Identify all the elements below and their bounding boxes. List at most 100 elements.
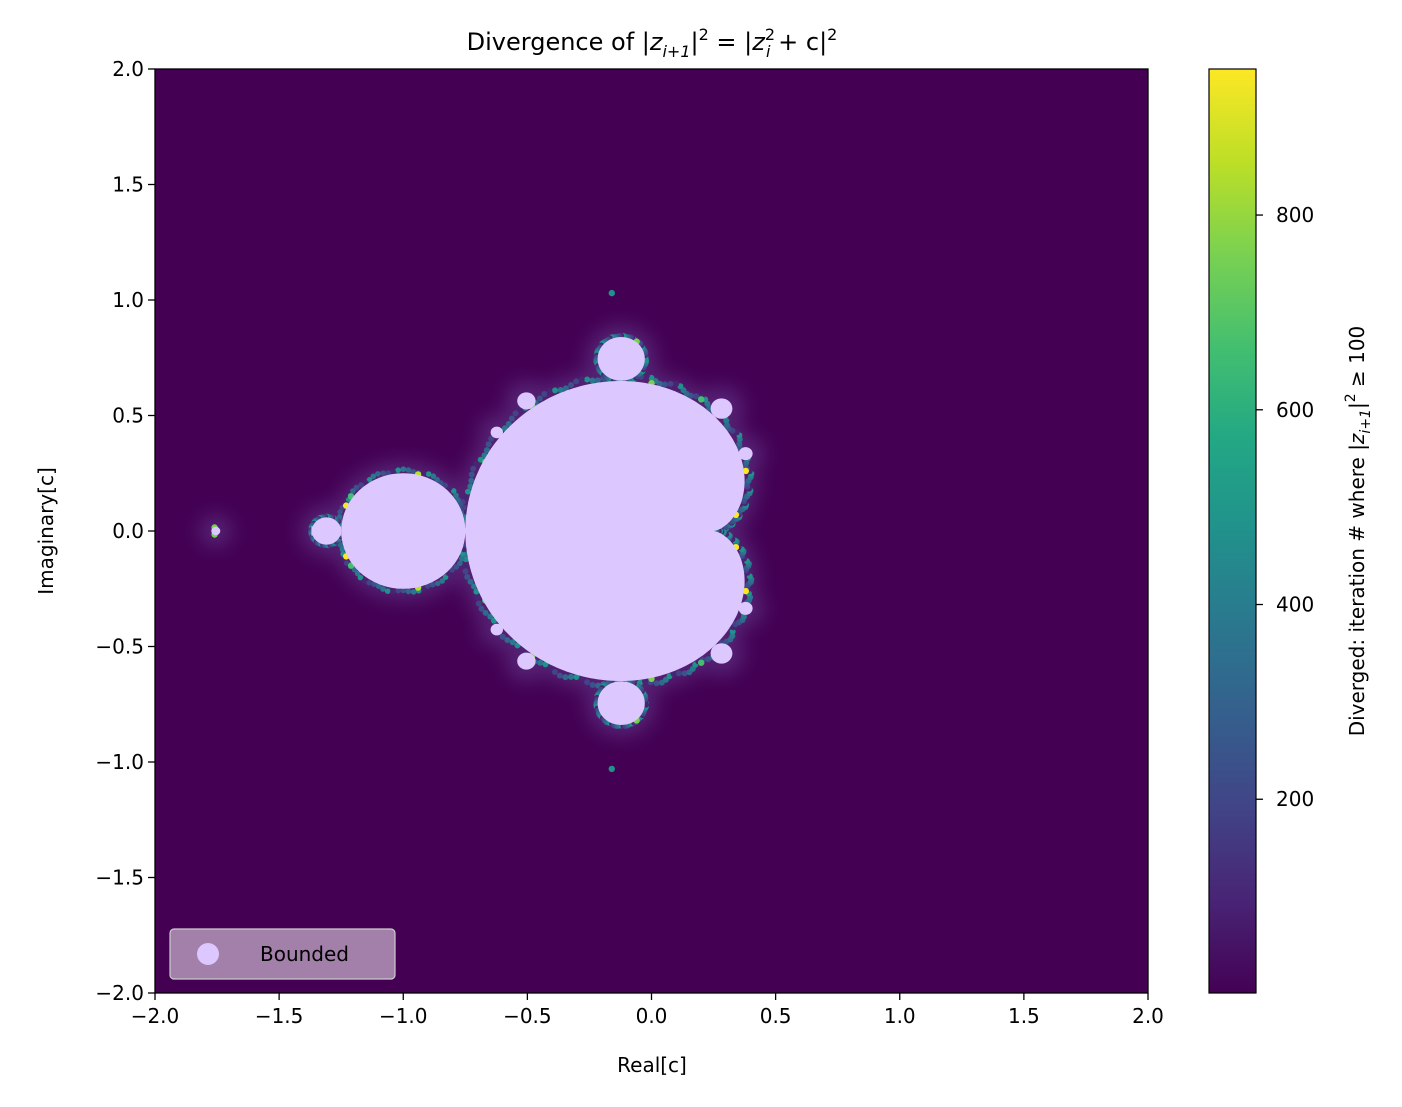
diverged-point — [471, 583, 477, 590]
diverged-point — [546, 388, 553, 395]
colorbar-ticks: 200 400 600 800 — [1256, 203, 1314, 811]
x-tick-label: 1.5 — [1008, 1004, 1040, 1028]
colorbar-label: Diverged: iteration # where |zi+1|2 ≥ 10… — [1343, 326, 1374, 737]
diverged-point — [405, 588, 412, 595]
diverged-point — [473, 460, 480, 467]
diverged-point — [385, 470, 392, 476]
diverged-point — [453, 564, 460, 570]
diverged-point — [562, 385, 569, 392]
y-tick-label: −2.0 — [95, 981, 144, 1005]
diverged-point — [482, 609, 489, 616]
diverged-point — [698, 396, 705, 403]
diverged-point — [375, 583, 382, 589]
filament — [457, 528, 473, 534]
diverged-point — [551, 669, 558, 675]
diverged-point — [434, 580, 441, 587]
diverged-point — [594, 377, 601, 384]
diverged-point — [578, 675, 585, 682]
diverged-point — [420, 470, 427, 477]
diverged-point — [742, 467, 749, 475]
diverged-point — [449, 567, 455, 573]
x-tick-label: 1.0 — [884, 1004, 916, 1028]
bulb — [597, 681, 645, 725]
diverged-point — [357, 574, 364, 581]
diverged-point — [337, 542, 344, 548]
diverged-point — [693, 393, 700, 400]
y-tick-label: 0.5 — [112, 404, 144, 428]
diverged-point — [584, 376, 591, 383]
y-tick-label: −1.5 — [95, 866, 144, 890]
diverged-point — [705, 656, 712, 663]
diverged-point — [485, 441, 492, 448]
diverged-point — [552, 387, 558, 394]
diverged-point — [504, 637, 511, 643]
y-tick-label: 1.5 — [112, 173, 144, 197]
diverged-point — [400, 466, 407, 473]
diverged-point — [462, 568, 469, 575]
diverged-point — [487, 613, 494, 620]
y-tick-label: −1.0 — [95, 750, 144, 774]
diverged-point — [584, 679, 591, 686]
diverged-point — [337, 509, 343, 515]
y-tick-label: −0.5 — [95, 635, 144, 659]
diverged-point — [673, 381, 680, 387]
diverged-point — [661, 381, 668, 388]
diverged-point — [509, 639, 516, 646]
diverged-point — [470, 465, 477, 472]
x-tick-label: −1.0 — [379, 1004, 428, 1028]
filament — [311, 526, 342, 536]
legend: Bounded — [169, 928, 396, 980]
diverged-point — [442, 482, 449, 489]
diverged-point — [430, 473, 437, 480]
diverged-point — [557, 387, 564, 393]
diverged-point — [429, 581, 436, 588]
diverged-point — [573, 378, 580, 385]
y-tick-label: 2.0 — [112, 57, 144, 81]
diverged-point — [350, 488, 356, 494]
diverged-point — [390, 588, 396, 595]
diverged-point — [568, 382, 574, 388]
diverged-point — [442, 574, 449, 580]
colorbar-tick-label: 800 — [1276, 203, 1314, 227]
colorbar-tick-label: 400 — [1276, 593, 1314, 617]
diverged-point — [468, 477, 475, 484]
y-tick-label: 0.0 — [112, 519, 144, 543]
diverged-point — [568, 673, 574, 680]
diverged-point — [461, 493, 468, 500]
diverged-point — [457, 560, 463, 567]
diverged-point — [556, 672, 563, 679]
diverged-point — [608, 289, 615, 297]
colorbar-tick-label: 600 — [1276, 398, 1314, 422]
diverged-point — [536, 395, 543, 402]
diverged-point — [542, 661, 549, 668]
diverged-point — [459, 551, 466, 557]
diverged-point — [467, 578, 474, 585]
diverged-point — [339, 546, 346, 553]
x-tick-label: 0.5 — [760, 1004, 792, 1028]
bulb — [341, 473, 466, 589]
diverged-point — [459, 555, 465, 562]
diverged-point — [573, 674, 580, 680]
colorbar-tick-label: 200 — [1276, 787, 1314, 811]
diverged-point — [667, 380, 674, 387]
x-tick-label: −1.5 — [255, 1004, 304, 1028]
diverged-point — [390, 469, 397, 475]
bulb — [738, 601, 753, 615]
diverged-point — [453, 492, 459, 499]
diverged-point — [366, 580, 372, 586]
diverged-point — [461, 504, 467, 511]
diverged-point — [541, 391, 548, 397]
diverged-point — [434, 476, 440, 483]
bulb — [738, 447, 753, 461]
diverged-point — [670, 670, 677, 677]
diverged-point — [512, 410, 519, 417]
diverged-point — [410, 469, 417, 475]
diverged-point — [461, 546, 467, 553]
diverged-point — [642, 678, 649, 685]
diverged-point — [405, 467, 412, 473]
diverged-point — [547, 664, 554, 671]
diverged-point — [468, 471, 475, 478]
diverged-point — [420, 585, 427, 592]
diverged-point — [395, 467, 401, 474]
diverged-point — [384, 588, 391, 594]
